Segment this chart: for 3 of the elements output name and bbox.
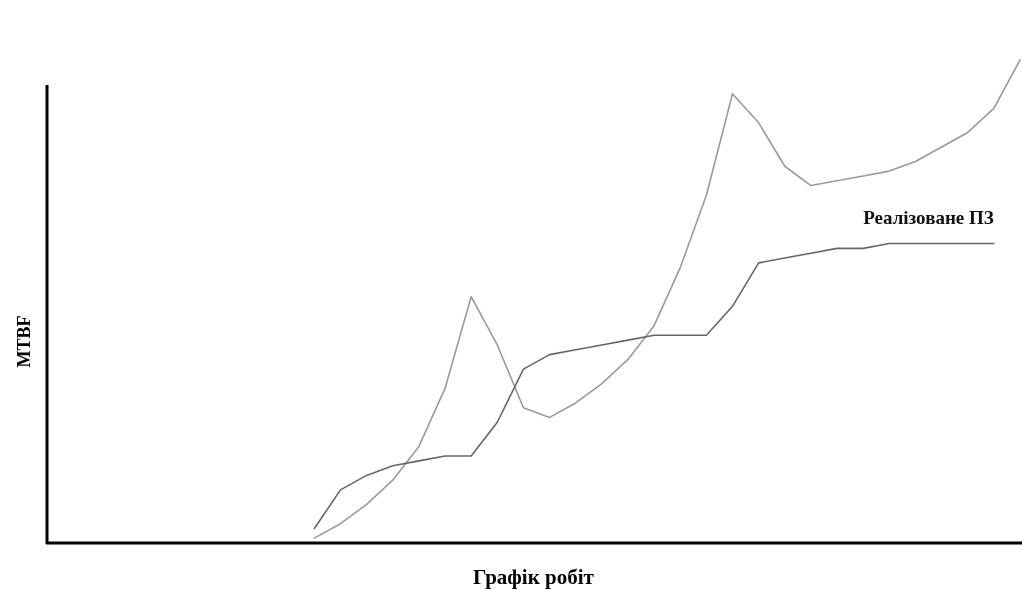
x-axis-title: Графік робіт — [473, 565, 595, 589]
y-axis-title: MTBF — [14, 315, 34, 368]
series-label: Реалізоване ПЗ — [863, 206, 994, 228]
